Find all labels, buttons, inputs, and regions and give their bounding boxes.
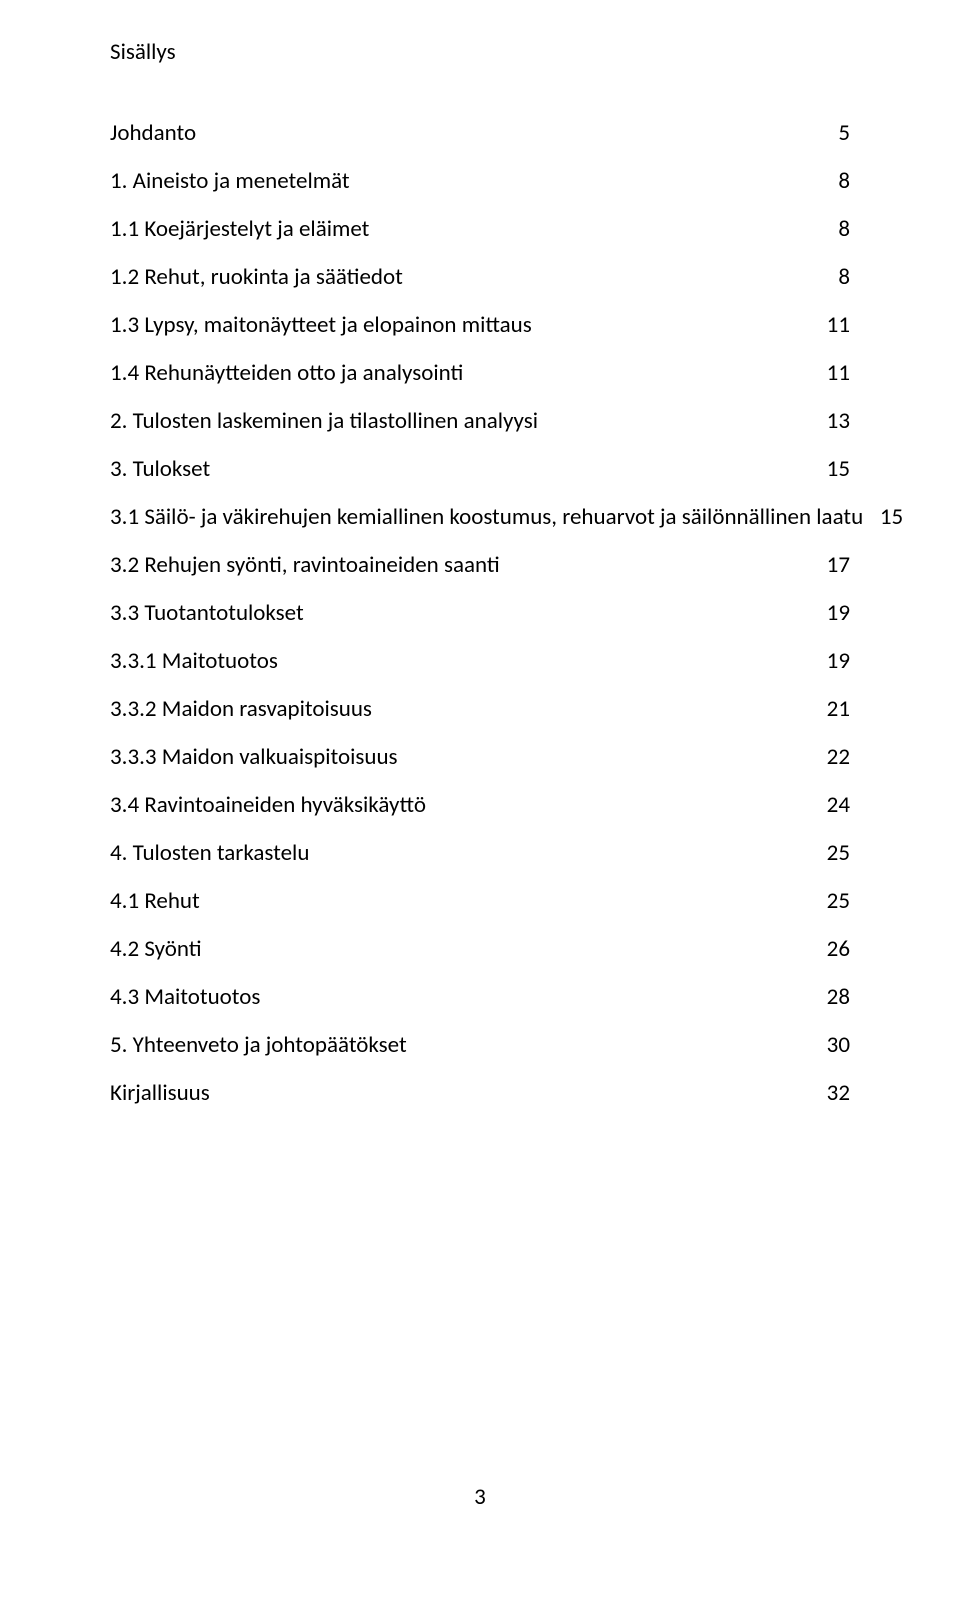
toc-entry-label: Johdanto bbox=[110, 122, 196, 145]
toc-entry-label: 4.3 Maitotuotos bbox=[110, 986, 260, 1009]
toc-entry-page: 22 bbox=[818, 746, 850, 769]
toc-entry-page: 26 bbox=[818, 938, 850, 961]
toc-entry-label: Kirjallisuus bbox=[110, 1082, 210, 1105]
toc-entry-label: 3.4 Ravintoaineiden hyväksikäyttö bbox=[110, 794, 426, 817]
toc-entry: Johdanto 5 bbox=[110, 122, 850, 145]
toc-entry-label: 1.1 Koejärjestelyt ja eläimet bbox=[110, 218, 369, 241]
toc-entry-label: 3. Tulokset bbox=[110, 458, 210, 481]
toc-entry-label: 1. Aineisto ja menetelmät bbox=[110, 170, 350, 193]
toc-entry: 4. Tulosten tarkastelu 25 bbox=[110, 842, 850, 865]
toc-entry-page: 25 bbox=[818, 890, 850, 913]
toc-entry-page: 8 bbox=[818, 218, 850, 241]
toc-entry: 3.2 Rehujen syönti, ravintoaineiden saan… bbox=[110, 554, 850, 577]
toc-entry: 3.3 Tuotantotulokset 19 bbox=[110, 602, 850, 625]
toc-entry: 2. Tulosten laskeminen ja tilastollinen … bbox=[110, 410, 850, 433]
toc-entry: 1.4 Rehunäytteiden otto ja analysointi 11 bbox=[110, 362, 850, 385]
toc-entry-page: 15 bbox=[818, 458, 850, 481]
toc-entry-page: 11 bbox=[818, 314, 850, 337]
toc-entry-label: 3.2 Rehujen syönti, ravintoaineiden saan… bbox=[110, 554, 500, 577]
toc-entry-page: 30 bbox=[818, 1034, 850, 1057]
toc-entry-label: 3.3.3 Maidon valkuaispitoisuus bbox=[110, 746, 398, 769]
toc-entry-page: 13 bbox=[818, 410, 850, 433]
toc-entry: 3.3.3 Maidon valkuaispitoisuus 22 bbox=[110, 746, 850, 769]
page-number: 3 bbox=[0, 1483, 960, 1511]
toc-entry-label: 4. Tulosten tarkastelu bbox=[110, 842, 309, 865]
toc-entry: 3.3.2 Maidon rasvapitoisuus 21 bbox=[110, 698, 850, 721]
toc-entry: 3.3.1 Maitotuotos 19 bbox=[110, 650, 850, 673]
toc-entry-page: 25 bbox=[818, 842, 850, 865]
toc-entry-page: 19 bbox=[818, 602, 850, 625]
toc-entry: 1.2 Rehut, ruokinta ja säätiedot 8 bbox=[110, 266, 850, 289]
toc-entry-page: 15 bbox=[871, 506, 903, 529]
toc-entry-label: 3.3.2 Maidon rasvapitoisuus bbox=[110, 698, 372, 721]
toc-entry-page: 28 bbox=[818, 986, 850, 1009]
toc-entry-label: 2. Tulosten laskeminen ja tilastollinen … bbox=[110, 410, 538, 433]
toc-entry: 3.4 Ravintoaineiden hyväksikäyttö 24 bbox=[110, 794, 850, 817]
toc-entry-label: 1.4 Rehunäytteiden otto ja analysointi bbox=[110, 362, 463, 385]
toc-entry-page: 17 bbox=[818, 554, 850, 577]
toc-entry-page: 5 bbox=[818, 122, 850, 145]
toc-entry: 1. Aineisto ja menetelmät 8 bbox=[110, 170, 850, 193]
toc-entry-page: 11 bbox=[818, 362, 850, 385]
toc-entry-label: 1.2 Rehut, ruokinta ja säätiedot bbox=[110, 266, 403, 289]
toc-entry: 3. Tulokset 15 bbox=[110, 458, 850, 481]
toc-entry: 4.2 Syönti 26 bbox=[110, 938, 850, 961]
toc-entry-label: 3.3 Tuotantotulokset bbox=[110, 602, 304, 625]
toc-entry-label: 4.1 Rehut bbox=[110, 890, 200, 913]
toc-entry: 1.1 Koejärjestelyt ja eläimet 8 bbox=[110, 218, 850, 241]
document-page: Sisällys Johdanto 5 1. Aineisto ja menetel… bbox=[0, 0, 960, 1599]
toc-entry: 3.1 Säilö- ja väkirehujen kemiallinen ko… bbox=[110, 506, 850, 529]
toc-entry: 1.3 Lypsy, maitonäytteet ja elopainon mi… bbox=[110, 314, 850, 337]
toc-entry-label: 4.2 Syönti bbox=[110, 938, 202, 961]
toc-list: Johdanto51. Aineisto ja menetelmät81.1 K… bbox=[110, 122, 850, 1105]
toc-entry-page: 21 bbox=[818, 698, 850, 721]
toc-entry-page: 8 bbox=[818, 170, 850, 193]
toc-entry-label: 1.3 Lypsy, maitonäytteet ja elopainon mi… bbox=[110, 314, 532, 337]
toc-entry: 5. Yhteenveto ja johtopäätökset 30 bbox=[110, 1034, 850, 1057]
toc-entry: Kirjallisuus 32 bbox=[110, 1082, 850, 1105]
toc-entry-label: 5. Yhteenveto ja johtopäätökset bbox=[110, 1034, 407, 1057]
toc-entry-page: 32 bbox=[818, 1082, 850, 1105]
toc-entry-label: 3.1 Säilö- ja väkirehujen kemiallinen ko… bbox=[110, 506, 863, 529]
toc-entry-label: 3.3.1 Maitotuotos bbox=[110, 650, 278, 673]
toc-entry-page: 8 bbox=[818, 266, 850, 289]
toc-entry-page: 24 bbox=[818, 794, 850, 817]
toc-entry: 4.1 Rehut 25 bbox=[110, 890, 850, 913]
toc-title: Sisällys bbox=[110, 38, 850, 66]
toc-entry: 4.3 Maitotuotos 28 bbox=[110, 986, 850, 1009]
toc-entry-page: 19 bbox=[818, 650, 850, 673]
